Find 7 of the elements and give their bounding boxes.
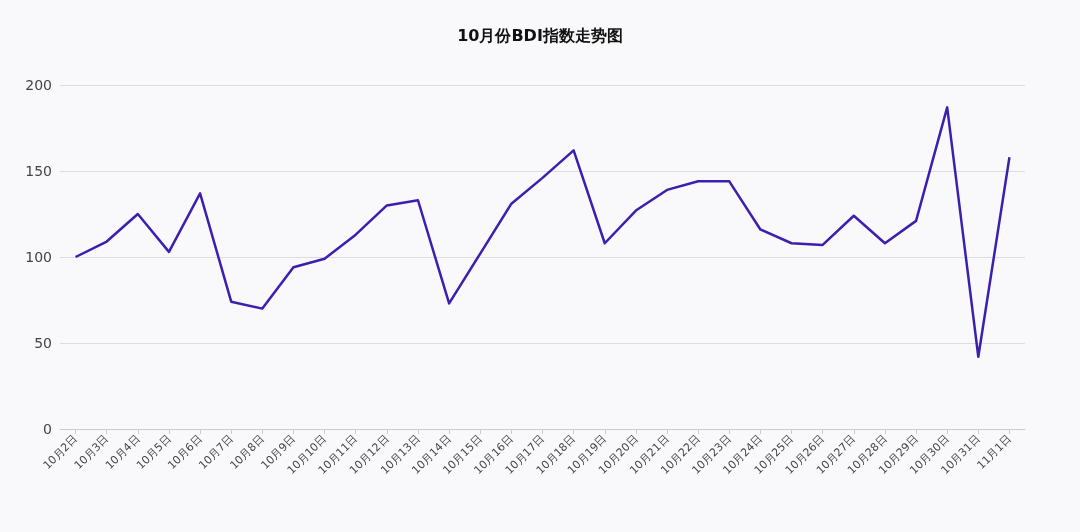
y-tick-label: 200 xyxy=(25,77,52,93)
y-tick-label: 100 xyxy=(25,249,52,265)
y-tick-label: 0 xyxy=(43,421,52,437)
y-tick-label: 150 xyxy=(25,163,52,179)
chart-title: 10月份BDI指数走势图 xyxy=(457,25,623,45)
line-series xyxy=(74,106,1011,359)
y-tick-label: 50 xyxy=(34,335,52,351)
